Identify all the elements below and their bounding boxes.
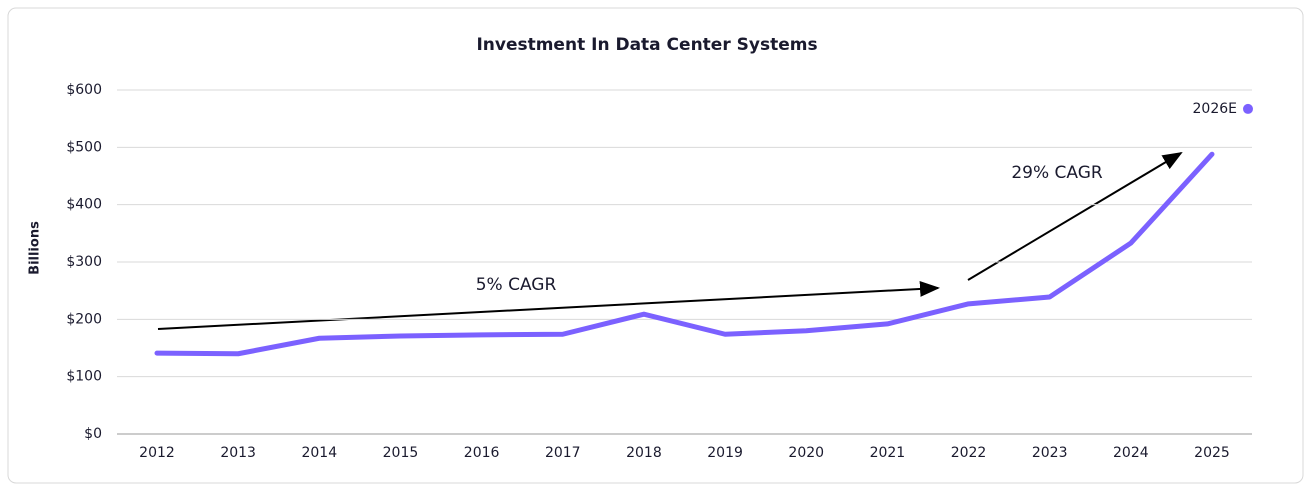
y-axis-label: Billions [28,221,43,275]
annotation: 5% CAGR [476,275,557,295]
data-line [154,151,1215,357]
y-tick-label: $600 [66,82,102,98]
x-tick-label: 2019 [707,445,743,461]
x-tick-label: 2025 [1194,445,1230,461]
y-tick-label: $300 [66,254,102,270]
y-tick-label: $500 [66,139,102,155]
x-tick-label: 2024 [1113,445,1149,461]
x-tick-label: 2020 [788,445,824,461]
trend-arrow [157,280,940,330]
x-tick-label: 2018 [626,445,662,461]
trend-arrow [967,151,1183,281]
x-tick-label: 2016 [464,445,500,461]
y-tick-label: $400 [66,197,102,213]
x-tick-label: 2023 [1032,445,1068,461]
estimate-point [1243,103,1253,114]
y-tick-label: $0 [84,426,102,442]
x-tick-label: 2022 [951,445,987,461]
y-tick-label: $100 [66,369,102,385]
chart-title: Investment In Data Center Systems [476,35,817,55]
estimate-label: 2026E [1193,101,1237,117]
card [7,7,1304,484]
annotation: 29% CAGR [1011,163,1103,183]
x-tick-label: 2015 [383,445,419,461]
x-tick-label: 2017 [545,445,581,461]
x-tick-label: 2013 [220,445,256,461]
x-tick-label: 2021 [870,445,906,461]
x-tick-label: 2014 [301,445,337,461]
y-tick-label: $200 [66,311,102,327]
x-tick-label: 2012 [139,445,175,461]
